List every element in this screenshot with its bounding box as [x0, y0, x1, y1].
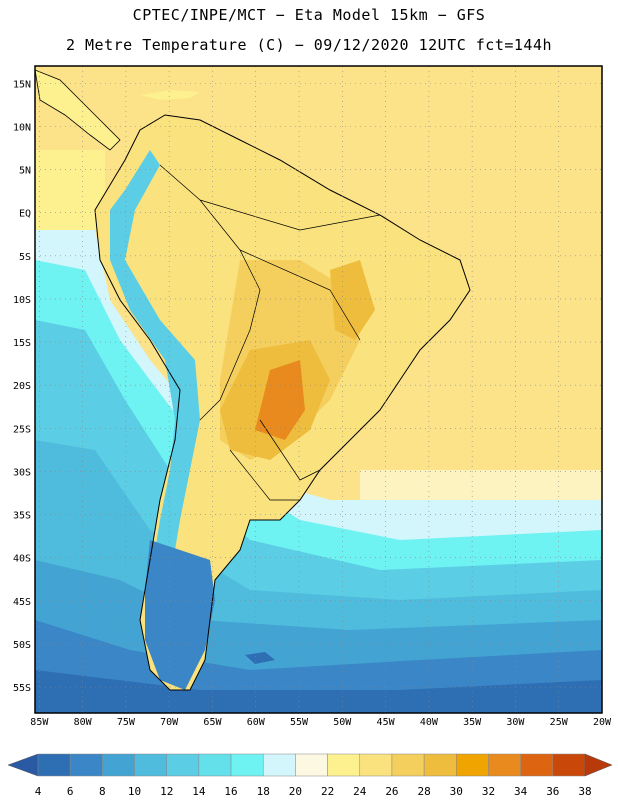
latitude-labels: 15N 10N 5N EQ 5S 10S 15S 20S 25S 30S 35S 40S 45S 50S 5…: [13, 79, 31, 694]
legend-swatch: [456, 753, 489, 777]
land-hot-northeast: [330, 260, 375, 340]
legend-label: 14: [192, 785, 206, 798]
legend-label: 38: [578, 785, 591, 798]
field-atlantic-pale: [360, 470, 602, 500]
legend-arrow-low: [7, 753, 39, 777]
legend-label: 6: [67, 785, 74, 798]
legend-label: 20: [289, 785, 302, 798]
legend-label: 36: [546, 785, 559, 798]
lat-label: 35S: [13, 511, 31, 522]
lat-label: 25S: [13, 424, 31, 435]
lon-label: 35W: [463, 717, 482, 728]
lat-label: 20S: [13, 381, 31, 392]
lon-label: 25W: [550, 717, 569, 728]
field-band-6: [35, 670, 602, 713]
legend-label: 12: [160, 785, 173, 798]
lon-label: 20W: [593, 717, 612, 728]
lat-label: 10N: [13, 122, 31, 133]
legend-swatch: [102, 753, 135, 777]
legend-swatch: [391, 753, 425, 777]
lon-label: 60W: [247, 717, 266, 728]
legend-swatch: [295, 753, 328, 777]
land-hottest: [255, 360, 305, 440]
legend-swatch: [327, 753, 361, 777]
lat-label: 5N: [19, 166, 31, 177]
land-caribbean: [140, 90, 200, 100]
longitude-labels: 85W 80W 75W 70W 65W 60W 55W 50W 45W 40W 35W 30W 25W 2…: [30, 717, 612, 728]
legend-swatch: [37, 753, 71, 777]
legend-swatch: [134, 753, 167, 777]
legend-swatch: [230, 753, 264, 777]
andes-cold: [110, 150, 200, 640]
lat-label: 30S: [13, 467, 31, 478]
title-line-2: 2 Metre Temperature (C) − 09/12/2020 12U…: [65, 36, 553, 54]
legend-swatch: [488, 753, 521, 777]
legend-swatch: [552, 753, 586, 777]
lat-label: 5S: [19, 252, 31, 263]
lon-label: 40W: [420, 717, 439, 728]
legend-swatch: [359, 753, 393, 777]
country-borders: [159, 164, 381, 501]
legend-label: 10: [128, 785, 141, 798]
lon-label: 85W: [30, 717, 49, 728]
lat-label: EQ: [19, 209, 31, 220]
lon-label: 45W: [377, 717, 396, 728]
legend-label: 28: [417, 785, 430, 798]
legend-swatch: [520, 753, 554, 777]
lat-label: 55S: [13, 683, 31, 694]
legend-label: 34: [514, 785, 528, 798]
lat-label: 50S: [13, 640, 31, 651]
legend-label: 26: [385, 785, 398, 798]
lat-label: 40S: [13, 554, 31, 565]
lat-label: 10S: [13, 295, 31, 306]
lat-label: 15N: [13, 79, 31, 90]
legend-label: 22: [321, 785, 334, 798]
coastline: [94, 114, 471, 691]
legend-arrow-high: [584, 753, 613, 777]
lon-label: 65W: [203, 717, 222, 728]
map-field: [35, 66, 602, 713]
land-central-america: [35, 70, 120, 150]
legend-label: 30: [450, 785, 463, 798]
legend-labels: 4 6 8 10 12 14 16 18 20 22 24 26 28 30 32 34 36 38: [35, 785, 592, 798]
coastline-central-america: [35, 69, 121, 151]
field-pacific-equatorial: [35, 150, 105, 230]
legend-label: 24: [353, 785, 367, 798]
legend-swatch: [69, 753, 103, 777]
legend-boxes: [7, 753, 613, 777]
land-patagonia: [145, 540, 215, 690]
legend-swatch: [198, 753, 232, 777]
land-falklands: [245, 652, 275, 664]
lon-label: 30W: [506, 717, 525, 728]
lat-label: 15S: [13, 338, 31, 349]
legend-label: 8: [99, 785, 106, 798]
legend-swatch: [423, 753, 457, 777]
lon-label: 80W: [74, 717, 93, 728]
legend-swatch: [262, 753, 296, 777]
lon-label: 75W: [117, 717, 136, 728]
legend-swatch: [166, 753, 200, 777]
lon-label: 50W: [333, 717, 352, 728]
legend-label: 32: [482, 785, 495, 798]
map-frame: [34, 65, 603, 714]
legend-label: 16: [224, 785, 237, 798]
lon-label: 70W: [160, 717, 179, 728]
legend-label: 4: [35, 785, 42, 798]
title-line-1: CPTEC/INPE/MCT − Eta Model 15km − GFS: [132, 6, 486, 24]
lat-label: 45S: [13, 597, 31, 608]
legend-label: 18: [257, 785, 270, 798]
lon-label: 55W: [290, 717, 309, 728]
